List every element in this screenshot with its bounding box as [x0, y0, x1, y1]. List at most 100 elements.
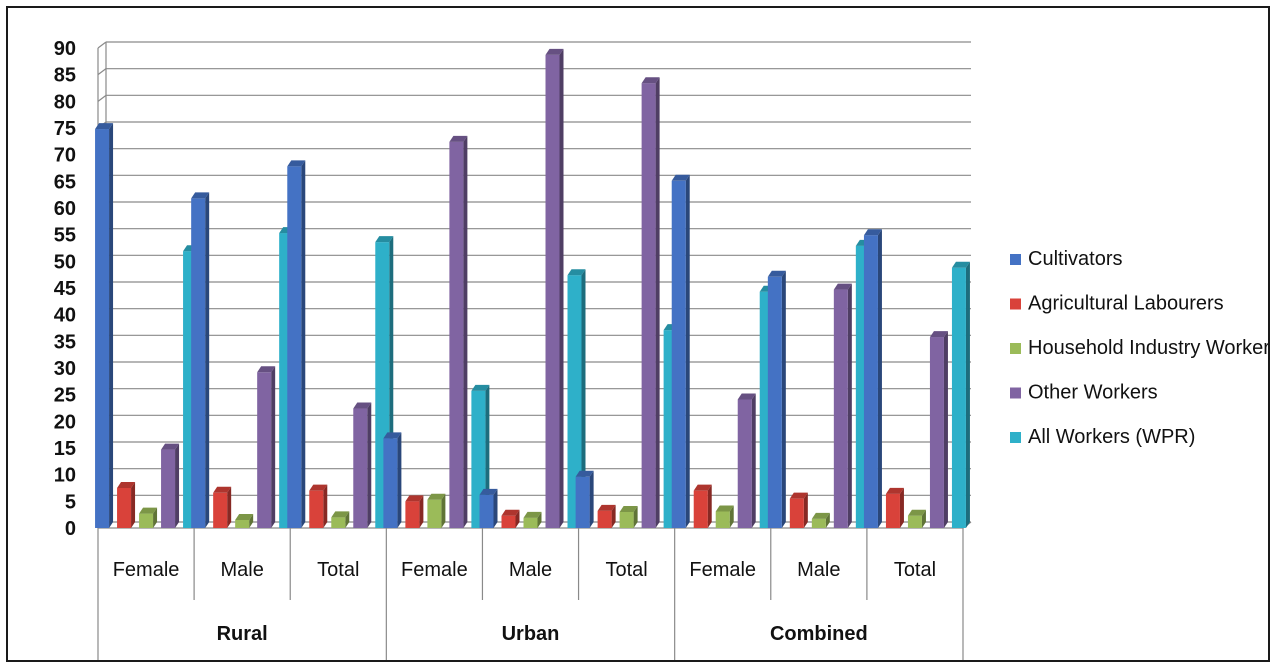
bar-top	[471, 384, 490, 391]
bar-top	[715, 505, 734, 512]
bar-side	[899, 487, 904, 528]
bar-top	[449, 135, 468, 142]
bar-side	[943, 331, 948, 528]
bar-front	[885, 493, 900, 528]
x-tick-label: Female	[401, 559, 468, 581]
bar-side	[921, 509, 926, 528]
bar	[693, 484, 712, 528]
y-tick-label: 55	[54, 225, 76, 247]
bar-side	[345, 511, 350, 528]
bar	[907, 509, 926, 528]
bar-side	[847, 283, 852, 528]
bar-top	[287, 160, 306, 167]
bar-side	[707, 484, 712, 528]
bar-side	[729, 505, 734, 528]
y-tick-label: 20	[54, 411, 76, 433]
bar-front	[257, 372, 272, 528]
gridline-depth	[97, 68, 107, 76]
bar	[575, 470, 594, 528]
y-tick-label: 60	[54, 198, 76, 220]
bar	[885, 487, 904, 528]
bar	[715, 505, 734, 528]
bar-top	[331, 511, 350, 518]
y-tick-label: 75	[54, 118, 76, 140]
bar-front	[671, 180, 686, 529]
bar-top	[95, 123, 114, 130]
bar-side	[249, 514, 254, 528]
y-tick-label: 10	[54, 465, 76, 487]
bar	[479, 488, 498, 528]
bar-side	[611, 504, 616, 528]
bar-front	[767, 276, 782, 528]
chart-frame: 0 5 10 15 20 25 30 35 40 45 50 55 60 65 70 75 80 85 90 Fem…	[6, 6, 1270, 662]
y-tick-label: 45	[54, 278, 76, 300]
y-tick-label: 35	[54, 331, 76, 353]
y-tick-label: 50	[54, 251, 76, 273]
bar-side	[441, 493, 446, 528]
bar-front	[575, 476, 590, 528]
bar-front	[287, 166, 302, 528]
bar-side	[301, 160, 306, 528]
legend-swatch	[1010, 254, 1021, 265]
bar-front	[929, 337, 944, 528]
y-tick-label: 15	[54, 438, 76, 460]
x-tick-label: Total	[605, 559, 647, 581]
bar	[309, 484, 328, 528]
legend-label: Agricultural Labourers	[1028, 293, 1224, 315]
bar-side	[397, 432, 402, 528]
bar-front	[479, 494, 494, 528]
gridline-depth	[97, 94, 107, 102]
bar	[767, 270, 786, 528]
bar-top	[213, 486, 232, 493]
bar-side	[781, 270, 786, 528]
bar-top	[161, 443, 180, 450]
y-tick-label: 90	[54, 38, 76, 60]
bar-side	[537, 511, 542, 528]
bar-front	[693, 490, 708, 528]
bar-front	[309, 490, 324, 528]
bar-side	[965, 261, 970, 528]
legend-item: Household Industry Workers	[1010, 337, 1268, 359]
legend-swatch	[1010, 298, 1021, 310]
legend-swatch	[1010, 432, 1021, 443]
bar-front	[597, 510, 612, 528]
bar-top	[863, 229, 882, 236]
bar	[737, 393, 756, 528]
bar-front	[191, 198, 206, 528]
bar-side	[655, 77, 660, 528]
x-tick-label: Male	[509, 559, 552, 581]
bar	[161, 443, 180, 528]
bar	[501, 509, 520, 528]
bar-top	[671, 174, 690, 181]
bars	[95, 48, 970, 529]
bar-front	[523, 517, 538, 528]
bar-top	[523, 511, 542, 518]
bar-front	[117, 488, 132, 528]
bar-top	[191, 192, 210, 199]
y-tick-label: 70	[54, 145, 76, 167]
bar-side	[559, 48, 564, 528]
bar-top	[737, 393, 756, 400]
bar	[353, 402, 372, 528]
bar-front	[567, 275, 582, 528]
x-tick-label: Female	[113, 559, 180, 581]
bar-side	[825, 512, 830, 528]
bar-front	[235, 520, 250, 528]
bar-side	[109, 123, 114, 529]
legend-label: Other Workers	[1028, 382, 1158, 404]
bar	[213, 486, 232, 528]
bar-front	[353, 408, 368, 528]
bar	[523, 511, 542, 528]
legend-label: Cultivators	[1028, 248, 1122, 270]
bar	[567, 269, 586, 528]
bar-top	[767, 270, 786, 277]
bar-side	[463, 135, 468, 528]
bar	[405, 495, 424, 528]
bar-top	[353, 402, 372, 409]
bar	[287, 160, 306, 528]
bar-top	[383, 432, 402, 439]
y-tick-label: 5	[65, 491, 76, 513]
bar	[191, 192, 210, 528]
legend-swatch	[1010, 343, 1021, 354]
bar-side	[581, 269, 586, 528]
